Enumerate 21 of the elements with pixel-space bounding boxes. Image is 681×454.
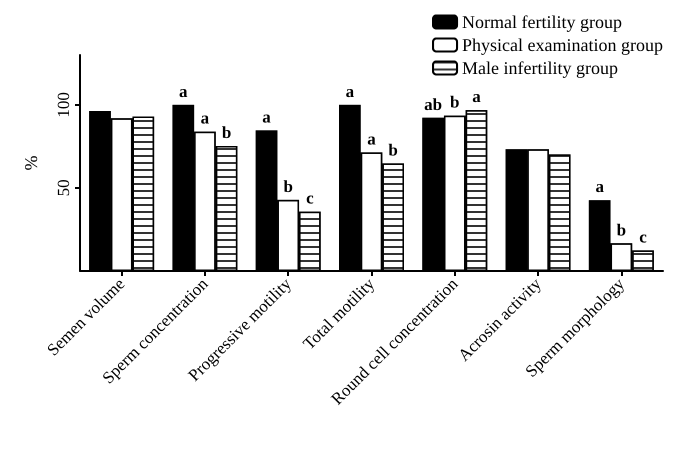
legend-label: Normal fertility group: [462, 12, 622, 32]
data-label: b: [616, 220, 626, 240]
data-label: a: [179, 82, 188, 101]
data-label: a: [595, 177, 604, 196]
data-label: b: [388, 140, 398, 160]
data-label: c: [639, 227, 648, 246]
data-label: a: [346, 82, 355, 101]
data-label: ab: [424, 94, 442, 114]
data-label: c: [306, 188, 314, 208]
y-axis-title: %: [21, 156, 41, 170]
legend-label: Male infertility group: [462, 58, 618, 78]
data-label: b: [283, 176, 293, 196]
data-label: a: [262, 107, 272, 126]
legend-label: Physical examination group: [462, 35, 664, 55]
y-tick-label: 50: [54, 179, 73, 196]
data-label: a: [472, 87, 482, 106]
data-label: a: [367, 129, 376, 148]
data-label: b: [222, 123, 232, 142]
y-tick-label: 100: [54, 92, 73, 118]
data-label: a: [200, 108, 210, 128]
data-label: b: [450, 92, 460, 112]
